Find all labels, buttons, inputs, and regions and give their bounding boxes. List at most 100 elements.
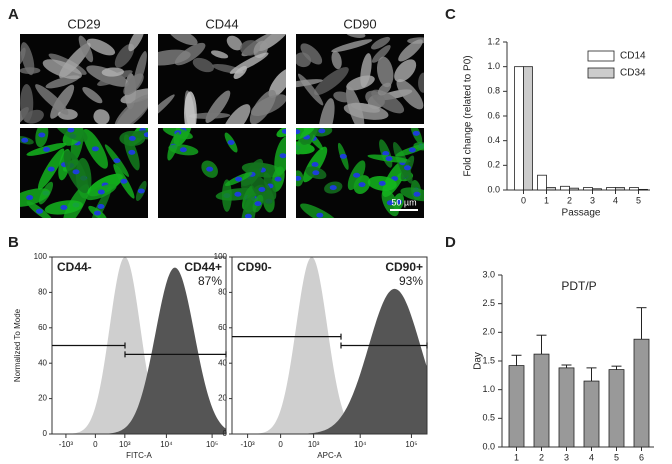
cell <box>396 79 424 110</box>
panel-label: C <box>445 6 456 23</box>
x-tick-label: 10³ <box>119 440 131 449</box>
histogram <box>232 257 427 434</box>
bar <box>608 369 625 448</box>
nucleus <box>60 204 68 210</box>
x-tick-label: 3 <box>564 452 569 462</box>
cell <box>158 49 191 66</box>
micrograph <box>158 34 286 124</box>
y-tick-label: 60 <box>218 323 227 332</box>
bar-chart: 0.00.51.01.52.02.53.0123456PassageDayPDT… <box>473 269 654 462</box>
x-tick-label: 0 <box>278 440 283 449</box>
cell <box>82 86 103 104</box>
y-tick-label: 1.0 <box>487 61 500 71</box>
panel-label: D <box>445 234 456 251</box>
nucleus <box>206 166 214 172</box>
microscopy-panel: CD29 CD44 CD90 50 µm <box>20 16 424 218</box>
bar <box>558 367 575 448</box>
cells <box>20 128 148 218</box>
nucleus <box>281 128 286 134</box>
nucleus <box>339 153 347 159</box>
cell <box>333 91 352 103</box>
y-tick-label: 1.5 <box>482 355 495 365</box>
cell <box>123 73 144 96</box>
bar <box>615 187 625 191</box>
nucleus <box>93 210 101 216</box>
x-axis-label: APC-A <box>317 451 342 460</box>
gate-label: CD44+ <box>184 260 222 274</box>
cells <box>162 128 286 218</box>
y-tick-label: 1.0 <box>482 384 495 394</box>
cell <box>331 51 342 70</box>
nucleus <box>274 176 282 182</box>
cell <box>226 35 243 51</box>
cell <box>377 82 392 96</box>
flow-plot: 0 20 40 60 80 100 -10³ 0 10³ 10⁴ 10⁵ APC-A CD90- CD90… <box>214 252 428 460</box>
nucleus <box>91 146 99 152</box>
cell <box>50 84 75 119</box>
legend-label: CD34 <box>620 68 646 79</box>
gate-percent: 93% <box>399 274 423 288</box>
histogram <box>52 257 226 434</box>
y-tick-label: 0 <box>43 429 48 438</box>
bar <box>533 353 550 448</box>
nucleus <box>296 175 302 181</box>
gate-percent: 87% <box>198 274 222 288</box>
cell <box>300 43 323 65</box>
nucleus <box>137 188 145 194</box>
cell <box>394 59 417 83</box>
cell <box>222 104 251 124</box>
y-tick-label: 0.4 <box>487 135 500 145</box>
x-tick-label: -10³ <box>240 440 255 449</box>
x-tick-label: 0 <box>521 195 526 205</box>
marker-label: CD90 <box>343 16 376 31</box>
cell <box>20 47 26 66</box>
scale-bar-label: 50 µm <box>391 197 416 207</box>
y-tick-label: 2.5 <box>482 298 495 308</box>
nucleus <box>318 128 326 134</box>
cell <box>42 59 82 80</box>
marker-label: CD44 <box>205 16 238 31</box>
x-axis-label: FITC-A <box>126 451 152 460</box>
nucleus <box>67 128 75 133</box>
cell <box>188 112 231 119</box>
x-tick-label: 5 <box>636 195 641 205</box>
cell <box>345 34 366 38</box>
nucleus <box>412 130 420 136</box>
nucleus <box>311 161 319 167</box>
cell <box>97 70 133 86</box>
marker-label: CD29 <box>67 16 100 31</box>
y-tick-label: 0.0 <box>487 184 500 194</box>
nucleus <box>128 149 136 155</box>
bar <box>560 185 570 191</box>
cell <box>192 57 214 73</box>
x-tick-label: 3 <box>590 195 595 205</box>
cells <box>158 34 286 124</box>
gate-label: CD90+ <box>385 260 423 274</box>
x-tick-label: 2 <box>567 195 572 205</box>
bar <box>592 188 602 191</box>
y-tick-label: 60 <box>38 323 47 332</box>
nucleus <box>235 176 243 182</box>
y-tick-label: 100 <box>34 252 48 261</box>
legend-swatch <box>587 67 615 79</box>
x-tick-label: 5 <box>614 452 619 462</box>
micrograph <box>158 128 286 218</box>
x-tick-label: 10³ <box>308 440 320 449</box>
nucleus <box>128 135 136 141</box>
cell <box>93 109 110 124</box>
bar <box>546 187 556 191</box>
histogram <box>52 267 226 434</box>
cell <box>331 39 373 53</box>
cell <box>296 79 323 89</box>
cell <box>371 36 391 50</box>
y-tick-label: 20 <box>218 394 227 403</box>
micrograph <box>296 34 424 124</box>
x-tick-label: 10⁵ <box>206 440 218 449</box>
micrograph <box>20 128 148 218</box>
y-tick-label: 40 <box>218 358 227 367</box>
nucleus <box>258 186 266 192</box>
bar <box>537 174 547 191</box>
bar <box>523 66 533 191</box>
nucleus <box>296 129 301 135</box>
